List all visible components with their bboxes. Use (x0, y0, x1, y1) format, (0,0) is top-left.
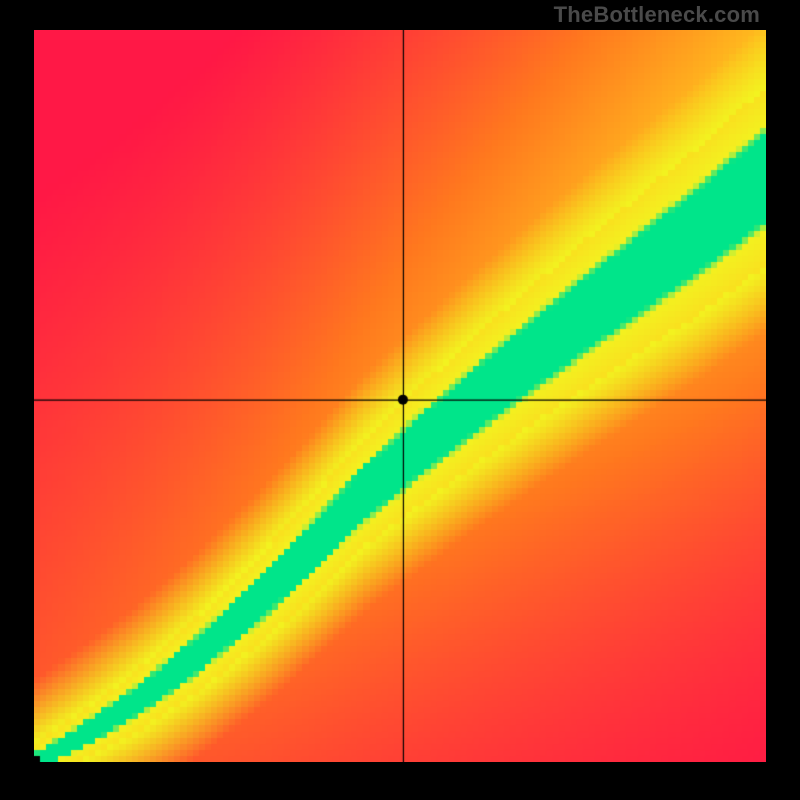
chart-container: TheBottleneck.com (0, 0, 800, 800)
heatmap-plot-area (34, 30, 766, 762)
watermark-text: TheBottleneck.com (554, 2, 760, 28)
crosshair-overlay (34, 30, 766, 762)
